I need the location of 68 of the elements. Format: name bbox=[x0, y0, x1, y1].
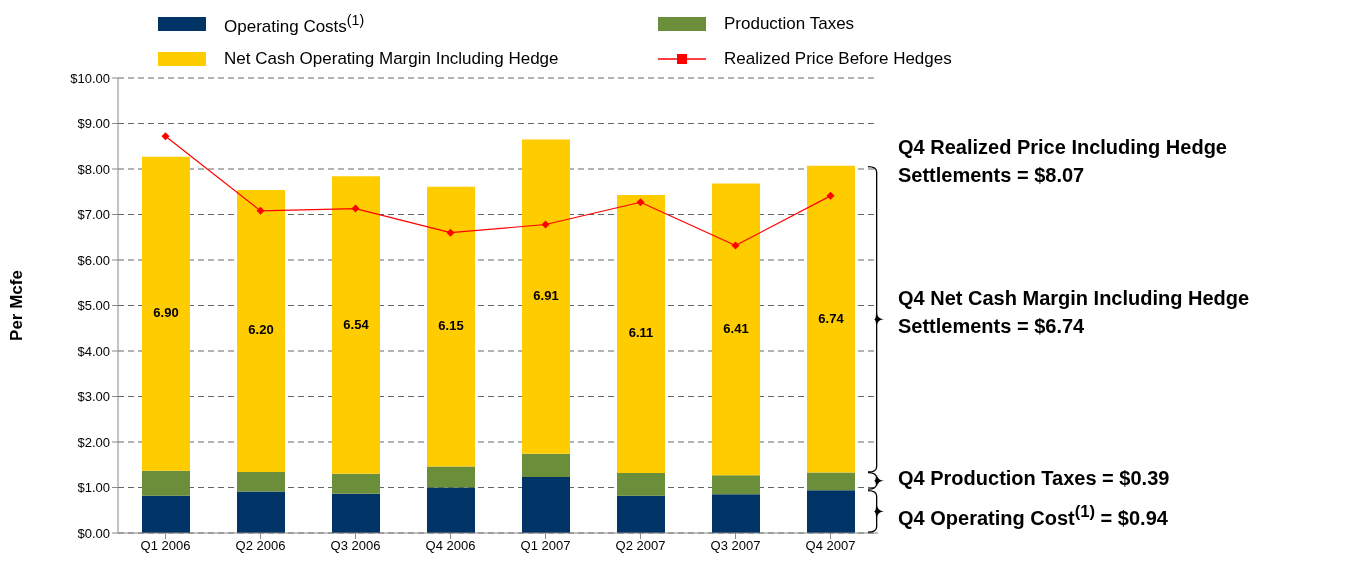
bar bbox=[332, 473, 380, 494]
x-tick-label: Q2 2006 bbox=[235, 538, 286, 554]
bar bbox=[237, 491, 285, 533]
bar bbox=[712, 183, 760, 476]
bar bbox=[807, 165, 855, 473]
bar bbox=[617, 472, 665, 496]
bar bbox=[332, 176, 380, 474]
y-tick-label: $10.00 bbox=[70, 70, 110, 86]
y-tick-label: $8.00 bbox=[77, 161, 110, 177]
bar bbox=[427, 487, 475, 533]
bar bbox=[617, 495, 665, 533]
text: Q4 Production Taxes = $0.39 bbox=[898, 466, 1171, 492]
data-label: 6.20 bbox=[248, 322, 274, 338]
bar bbox=[142, 495, 190, 533]
data-label: 6.74 bbox=[818, 310, 845, 326]
point bbox=[256, 206, 265, 215]
point bbox=[541, 220, 550, 229]
y-tick-label: $0.00 bbox=[77, 525, 110, 541]
x-tick-label: Q2 2007 bbox=[615, 538, 666, 554]
legend-label: Net Cash Operating Margin Including Hedge bbox=[224, 48, 559, 69]
data-label: 6.54 bbox=[343, 316, 370, 332]
y-tick-label: $9.00 bbox=[77, 116, 110, 132]
x-tick-label: Q1 2006 bbox=[140, 538, 191, 554]
y-tick-label: $5.00 bbox=[77, 298, 110, 314]
bar bbox=[332, 493, 380, 533]
x-tick-label: Q1 2007 bbox=[520, 538, 571, 554]
x-tick-label: Q4 2007 bbox=[805, 538, 856, 554]
y-tick-label: $4.00 bbox=[77, 343, 110, 359]
x-tick-label: Q3 2006 bbox=[330, 538, 381, 554]
bar bbox=[807, 490, 855, 533]
point bbox=[731, 241, 740, 250]
legend-label: Operating Costs$^{(1)}$ bbox=[224, 12, 365, 37]
bar bbox=[522, 139, 570, 454]
bar bbox=[617, 194, 665, 473]
text: Q4 Realized Price Including Hedge Settlements = $8.07 bbox=[898, 135, 1228, 188]
point bbox=[161, 132, 170, 141]
bar bbox=[427, 466, 475, 488]
y-tick-label: $2.00 bbox=[77, 434, 110, 450]
data-label: 6.15 bbox=[438, 318, 464, 334]
y-tick-label: $1.00 bbox=[77, 480, 110, 496]
text: Q4 Operating Cost$^{(1)}$ = $0.94 bbox=[898, 501, 1169, 531]
point bbox=[446, 228, 455, 237]
point bbox=[636, 198, 645, 207]
data-label: 6.41 bbox=[723, 320, 749, 336]
y-axis-title: Per Mcfe bbox=[7, 270, 27, 341]
text: Q4 Net Cash Margin Including Hedge Settlements = $6.74 bbox=[898, 285, 1251, 339]
bar bbox=[237, 472, 285, 492]
legend-label: Production Taxes bbox=[724, 14, 855, 35]
legend-label: Realized Price Before Hedges bbox=[724, 48, 952, 69]
bar bbox=[807, 472, 855, 491]
data-label: 6.90 bbox=[153, 305, 179, 321]
bar bbox=[712, 475, 760, 495]
x-tick-label: Q4 2006 bbox=[425, 538, 476, 554]
bar bbox=[142, 470, 190, 496]
y-tick-label: $7.00 bbox=[77, 207, 110, 223]
bar bbox=[712, 494, 760, 533]
data-label: 6.11 bbox=[628, 325, 654, 341]
bar bbox=[427, 186, 475, 467]
point bbox=[351, 204, 360, 213]
x-tick-label: Q3 2007 bbox=[710, 538, 761, 554]
bar bbox=[522, 477, 570, 533]
bar bbox=[142, 156, 190, 471]
bar bbox=[237, 189, 285, 473]
y-tick-label: $3.00 bbox=[77, 389, 110, 405]
data-label: 6.91 bbox=[533, 288, 559, 304]
bar bbox=[522, 453, 570, 478]
y-tick-label: $6.00 bbox=[77, 252, 110, 268]
point bbox=[826, 191, 835, 200]
